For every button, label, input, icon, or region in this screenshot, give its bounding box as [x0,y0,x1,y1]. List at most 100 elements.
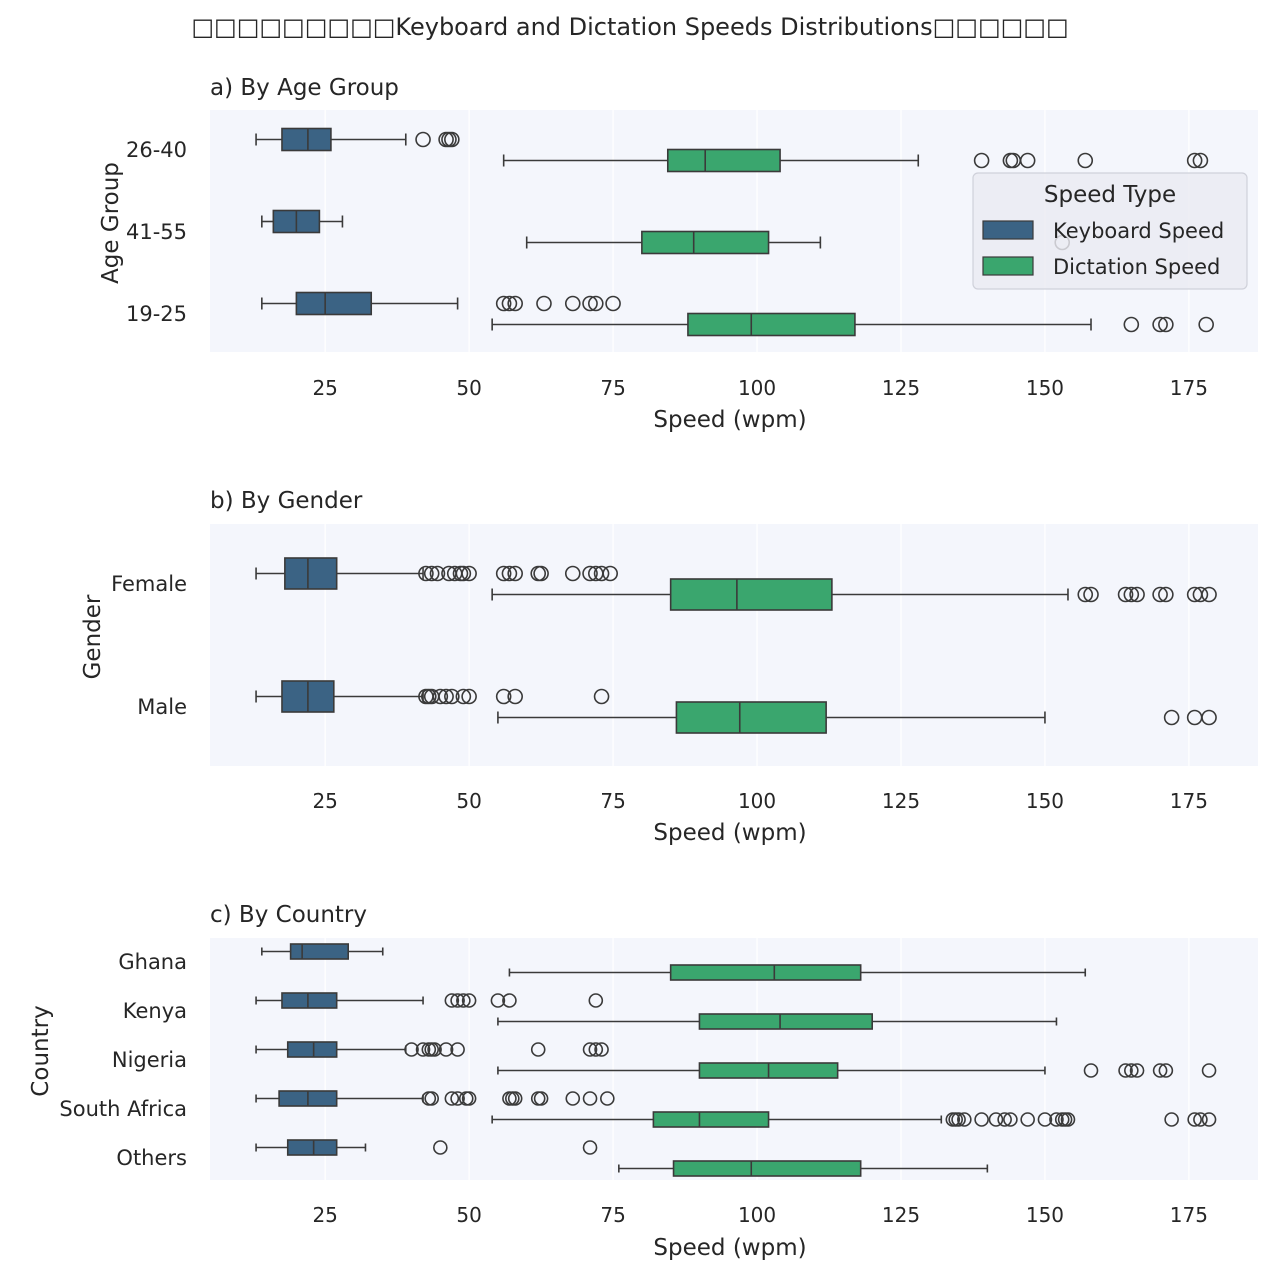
box-keyboard [255,557,618,590]
x-axis-label: Speed (wpm) [653,407,806,433]
outlier-point [957,1112,972,1127]
x-axis-label: Speed (wpm) [653,820,806,846]
box-keyboard [255,127,460,152]
outlier-point [582,1091,598,1106]
outlier-point [495,295,512,312]
x-tick-label: 100 [738,789,776,813]
outlier-point [1049,1112,1064,1127]
x-tick-label: 75 [600,1203,625,1227]
series-keyboard [255,127,621,316]
outlier-point [533,1091,549,1106]
box-iqr [666,148,781,173]
outlier-point [594,1042,609,1057]
outlier-point [582,565,598,582]
outlier-point [404,1042,419,1057]
x-tick-label: 175 [1170,376,1208,400]
outlier-point [444,993,460,1008]
outlier-point [1201,709,1217,726]
legend-swatch [982,220,1034,240]
panel-3: 25 50 75 100 125 150 175 c) By Country Speed (wp… [28,902,1258,1261]
outlier-point [438,688,454,705]
box-keyboard [261,943,384,960]
panel-title: b) By Gender [210,488,363,514]
panel-title: a) By Age Group [210,75,399,101]
outlier-point [450,1091,465,1106]
box-dictation [497,1062,1217,1079]
x-tick-label: 125 [882,1203,920,1227]
panel-title: c) By Country [210,902,367,928]
box-dictation [491,312,1214,337]
x-tick-label: 75 [600,376,625,400]
outlier-point [450,993,465,1008]
outlier-point [1077,152,1094,169]
outlier-point [593,688,610,705]
outlier-point [415,1042,431,1057]
box-iqr [652,1111,770,1128]
outlier-point [1163,709,1180,726]
x-tick-label: 100 [738,376,776,400]
box-dictation [491,578,1217,611]
series-dictation [491,964,1217,1177]
outlier-point [1186,152,1203,169]
outlier-point [565,1091,581,1106]
outlier-point [501,565,518,582]
outlier-point [1152,1063,1168,1078]
outlier-point [536,295,552,312]
outlier-point [1083,1063,1099,1078]
outlier-point [582,1042,598,1057]
outlier-point [455,565,472,582]
outlier-point [1158,1063,1174,1078]
outlier-point [461,1091,477,1106]
x-tick-label: 75 [600,789,625,813]
x-tick-label: 50 [456,789,481,813]
outlier-point [530,1042,546,1057]
box-keyboard [261,209,344,234]
x-axis-label: Speed (wpm) [653,1235,806,1261]
outlier-point [1152,586,1168,603]
outlier-point [495,688,512,705]
y-tick-label: 19-25 [126,302,187,326]
outlier-point [501,295,518,312]
box-iqr [675,701,827,734]
outlier-point [951,1112,966,1127]
box-iqr [286,1041,338,1058]
outlier-point [455,688,472,705]
outlier-point [502,993,517,1008]
outlier-point [588,993,604,1008]
outlier-point [1164,1112,1179,1127]
x-tick-label: 25 [312,789,337,813]
outlier-point [1060,1112,1076,1127]
outlier-point [1187,1112,1202,1127]
outlier-point [415,131,431,148]
box-keyboard [261,291,621,316]
y-tick-label: Kenya [123,999,187,1023]
outlier-point [1201,586,1217,603]
box-dictation [508,964,1087,981]
box-iqr [698,1013,873,1030]
outlier-point [507,295,523,312]
outlier-point [1192,152,1209,169]
outlier-point [424,1091,439,1106]
outlier-point [1129,586,1145,603]
box-dictation [491,1111,1217,1128]
figure-title: □□□□□□□□□Keyboard and Dictation Speeds D… [191,13,1068,41]
outlier-point [1158,586,1174,603]
series-dictation [491,578,1217,734]
box-iqr [295,291,373,316]
x-tick-label: 50 [456,376,481,400]
outlier-point [1019,152,1036,169]
outlier-point [1037,1112,1053,1127]
x-tick-label: 100 [738,1203,776,1227]
y-axis-label: Age Group [98,162,124,284]
box-iqr [286,1139,338,1156]
legend: Speed Type Keyboard Speed Dictation Speed [972,172,1248,290]
y-tick-label: Female [111,572,187,596]
outlier-point [533,565,549,582]
outlier-point [418,565,434,582]
y-axis-label: Gender [80,594,106,679]
x-tick-label: 150 [1026,376,1064,400]
outlier-point [507,565,523,582]
outlier-point [495,565,512,582]
outlier-point [997,1112,1012,1127]
